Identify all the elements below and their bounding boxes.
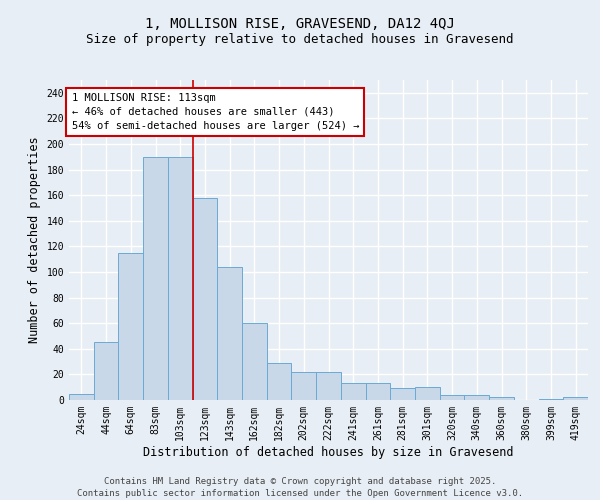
Bar [242,323,267,400]
Bar [193,198,217,400]
Bar [563,398,588,400]
X-axis label: Distribution of detached houses by size in Gravesend: Distribution of detached houses by size … [143,446,514,458]
Text: Size of property relative to detached houses in Gravesend: Size of property relative to detached ho… [86,32,514,46]
Bar [489,398,514,400]
Y-axis label: Number of detached properties: Number of detached properties [28,136,41,344]
Bar [464,395,489,400]
Bar [143,157,168,400]
Text: Contains HM Land Registry data © Crown copyright and database right 2025.
Contai: Contains HM Land Registry data © Crown c… [77,476,523,498]
Bar [415,387,440,400]
Bar [267,363,292,400]
Bar [168,157,193,400]
Bar [539,398,563,400]
Bar [341,384,365,400]
Bar [217,267,242,400]
Text: 1, MOLLISON RISE, GRAVESEND, DA12 4QJ: 1, MOLLISON RISE, GRAVESEND, DA12 4QJ [145,18,455,32]
Bar [94,342,118,400]
Bar [440,395,464,400]
Bar [292,372,316,400]
Bar [316,372,341,400]
Text: 1 MOLLISON RISE: 113sqm
← 46% of detached houses are smaller (443)
54% of semi-d: 1 MOLLISON RISE: 113sqm ← 46% of detache… [71,93,359,131]
Bar [118,253,143,400]
Bar [365,384,390,400]
Bar [390,388,415,400]
Bar [69,394,94,400]
